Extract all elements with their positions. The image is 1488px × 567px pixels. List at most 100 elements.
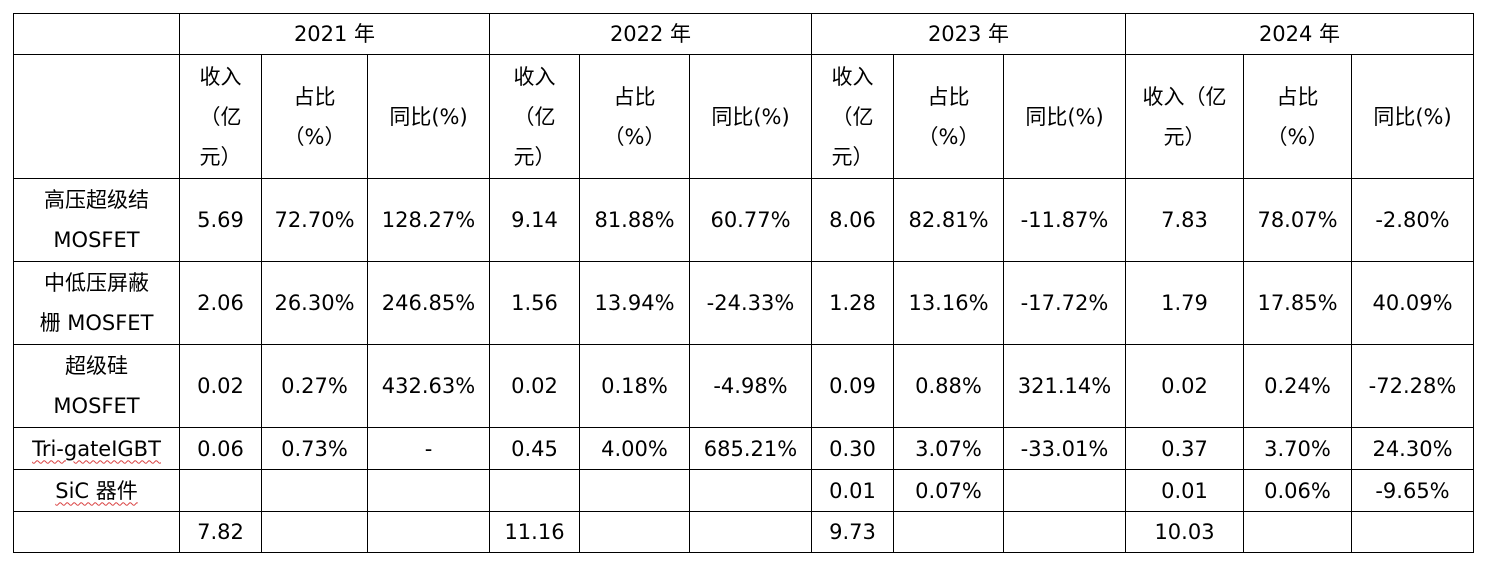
data-cell: -4.98% — [689, 344, 812, 428]
data-cell: -33.01% — [1003, 427, 1126, 470]
revenue-header: 收入 （亿 元） — [811, 54, 894, 179]
data-cell: 9.73 — [811, 511, 894, 553]
data-cell — [689, 511, 812, 553]
revenue-header: 收入 （亿 元） — [489, 54, 580, 179]
data-cell: 0.02 — [179, 344, 262, 428]
data-cell: 128.27% — [367, 178, 490, 262]
revenue-header: 收入 （亿 元） — [179, 54, 262, 179]
data-cell: 82.81% — [893, 178, 1004, 262]
table-row: 高压超级结 MOSFET 5.69 72.70% 128.27% 9.14 81.88% 6… — [13, 178, 1474, 262]
data-cell: -9.65% — [1351, 469, 1474, 512]
share-header: 占比 （%） — [579, 54, 690, 179]
data-cell: 0.30 — [811, 427, 894, 470]
data-cell: -17.72% — [1003, 261, 1126, 345]
data-cell: 26.30% — [261, 261, 368, 345]
data-cell: -24.33% — [689, 261, 812, 345]
data-cell: 3.07% — [893, 427, 1004, 470]
data-cell: 0.45 — [489, 427, 580, 470]
data-cell: -11.87% — [1003, 178, 1126, 262]
data-cell — [489, 469, 580, 512]
data-cell: 11.16 — [489, 511, 580, 553]
data-cell: 432.63% — [367, 344, 490, 428]
row-label: 中低压屏蔽 栅 MOSFET — [13, 261, 180, 345]
data-cell — [579, 511, 690, 553]
data-cell: 9.14 — [489, 178, 580, 262]
year-header: 2024 年 — [1125, 13, 1474, 55]
data-cell: 0.02 — [489, 344, 580, 428]
data-cell: 7.82 — [179, 511, 262, 553]
data-cell: 2.06 — [179, 261, 262, 345]
table-row: SiC 器件 0.01 0.07% 0.01 0.06% -9.65% — [13, 469, 1474, 512]
data-cell: 7.83 — [1125, 178, 1244, 262]
data-cell: 0.06% — [1243, 469, 1352, 512]
data-cell: 321.14% — [1003, 344, 1126, 428]
data-cell — [367, 469, 490, 512]
data-cell: 13.16% — [893, 261, 1004, 345]
data-cell: 246.85% — [367, 261, 490, 345]
data-cell: 0.01 — [1125, 469, 1244, 512]
corner-cell — [13, 13, 180, 55]
data-cell: 17.85% — [1243, 261, 1352, 345]
data-cell: 3.70% — [1243, 427, 1352, 470]
yoy-header: 同比(%) — [367, 54, 490, 179]
data-cell: 1.79 — [1125, 261, 1244, 345]
data-cell: -72.28% — [1351, 344, 1474, 428]
data-cell: 8.06 — [811, 178, 894, 262]
data-cell: 1.28 — [811, 261, 894, 345]
share-header: 占比 （%） — [1243, 54, 1352, 179]
data-cell: 40.09% — [1351, 261, 1474, 345]
data-cell — [1003, 469, 1126, 512]
data-cell — [689, 469, 812, 512]
data-cell — [1243, 511, 1352, 553]
year-header-row: 2021 年 2022 年 2023 年 2024 年 — [13, 13, 1474, 55]
table-row: Tri-gateIGBT 0.06 0.73% -0.45 4.00% 685.21% 0.… — [13, 427, 1474, 470]
data-cell — [1351, 511, 1474, 553]
data-cell: 0.01 — [811, 469, 894, 512]
data-cell: 0.06 — [179, 427, 262, 470]
row-label: Tri-gateIGBT — [13, 427, 180, 470]
revenue-table: 2021 年 2022 年 2023 年 2024 年 收入 （亿 元） 占比 … — [13, 13, 1474, 553]
data-cell: 0.24% — [1243, 344, 1352, 428]
data-cell — [261, 469, 368, 512]
row-label: 超级硅 MOSFET — [13, 344, 180, 428]
data-cell: 4.00% — [579, 427, 690, 470]
share-header: 占比 （%） — [893, 54, 1004, 179]
yoy-header: 同比(%) — [689, 54, 812, 179]
data-cell: 0.09 — [811, 344, 894, 428]
data-cell: 10.03 — [1125, 511, 1244, 553]
data-cell: 0.07% — [893, 469, 1004, 512]
data-cell: 685.21% — [689, 427, 812, 470]
data-cell: 0.88% — [893, 344, 1004, 428]
table-row: 7.82 11.16 9.73 10.03 — [13, 511, 1474, 553]
row-label: 高压超级结 MOSFET — [13, 178, 180, 262]
data-cell — [261, 511, 368, 553]
data-cell: 0.37 — [1125, 427, 1244, 470]
corner-cell — [13, 54, 180, 179]
year-header: 2022 年 — [489, 13, 812, 55]
row-label: SiC 器件 — [13, 469, 180, 512]
data-cell: 72.70% — [261, 178, 368, 262]
data-cell: - — [367, 427, 490, 470]
subheader-row: 收入 （亿 元） 占比 （%） 同比(%) 收入 （亿 元） 占比 （%） 同比… — [13, 54, 1474, 179]
data-cell: 81.88% — [579, 178, 690, 262]
year-header: 2021 年 — [179, 13, 490, 55]
data-cell — [367, 511, 490, 553]
data-cell: -2.80% — [1351, 178, 1474, 262]
data-cell: 78.07% — [1243, 178, 1352, 262]
data-cell: 5.69 — [179, 178, 262, 262]
data-cell — [893, 511, 1004, 553]
data-cell: 0.18% — [579, 344, 690, 428]
row-label — [13, 511, 180, 553]
data-cell: 0.02 — [1125, 344, 1244, 428]
table-row: 中低压屏蔽 栅 MOSFET 2.06 26.30% 246.85% 1.56 13.94… — [13, 261, 1474, 345]
data-cell: 13.94% — [579, 261, 690, 345]
data-cell: 1.56 — [489, 261, 580, 345]
revenue-header: 收入（亿 元） — [1125, 54, 1244, 179]
data-cell: 0.27% — [261, 344, 368, 428]
data-cell — [1003, 511, 1126, 553]
data-cell: 24.30% — [1351, 427, 1474, 470]
data-cell — [579, 469, 690, 512]
year-header: 2023 年 — [811, 13, 1126, 55]
data-cell: 60.77% — [689, 178, 812, 262]
data-cell — [179, 469, 262, 512]
